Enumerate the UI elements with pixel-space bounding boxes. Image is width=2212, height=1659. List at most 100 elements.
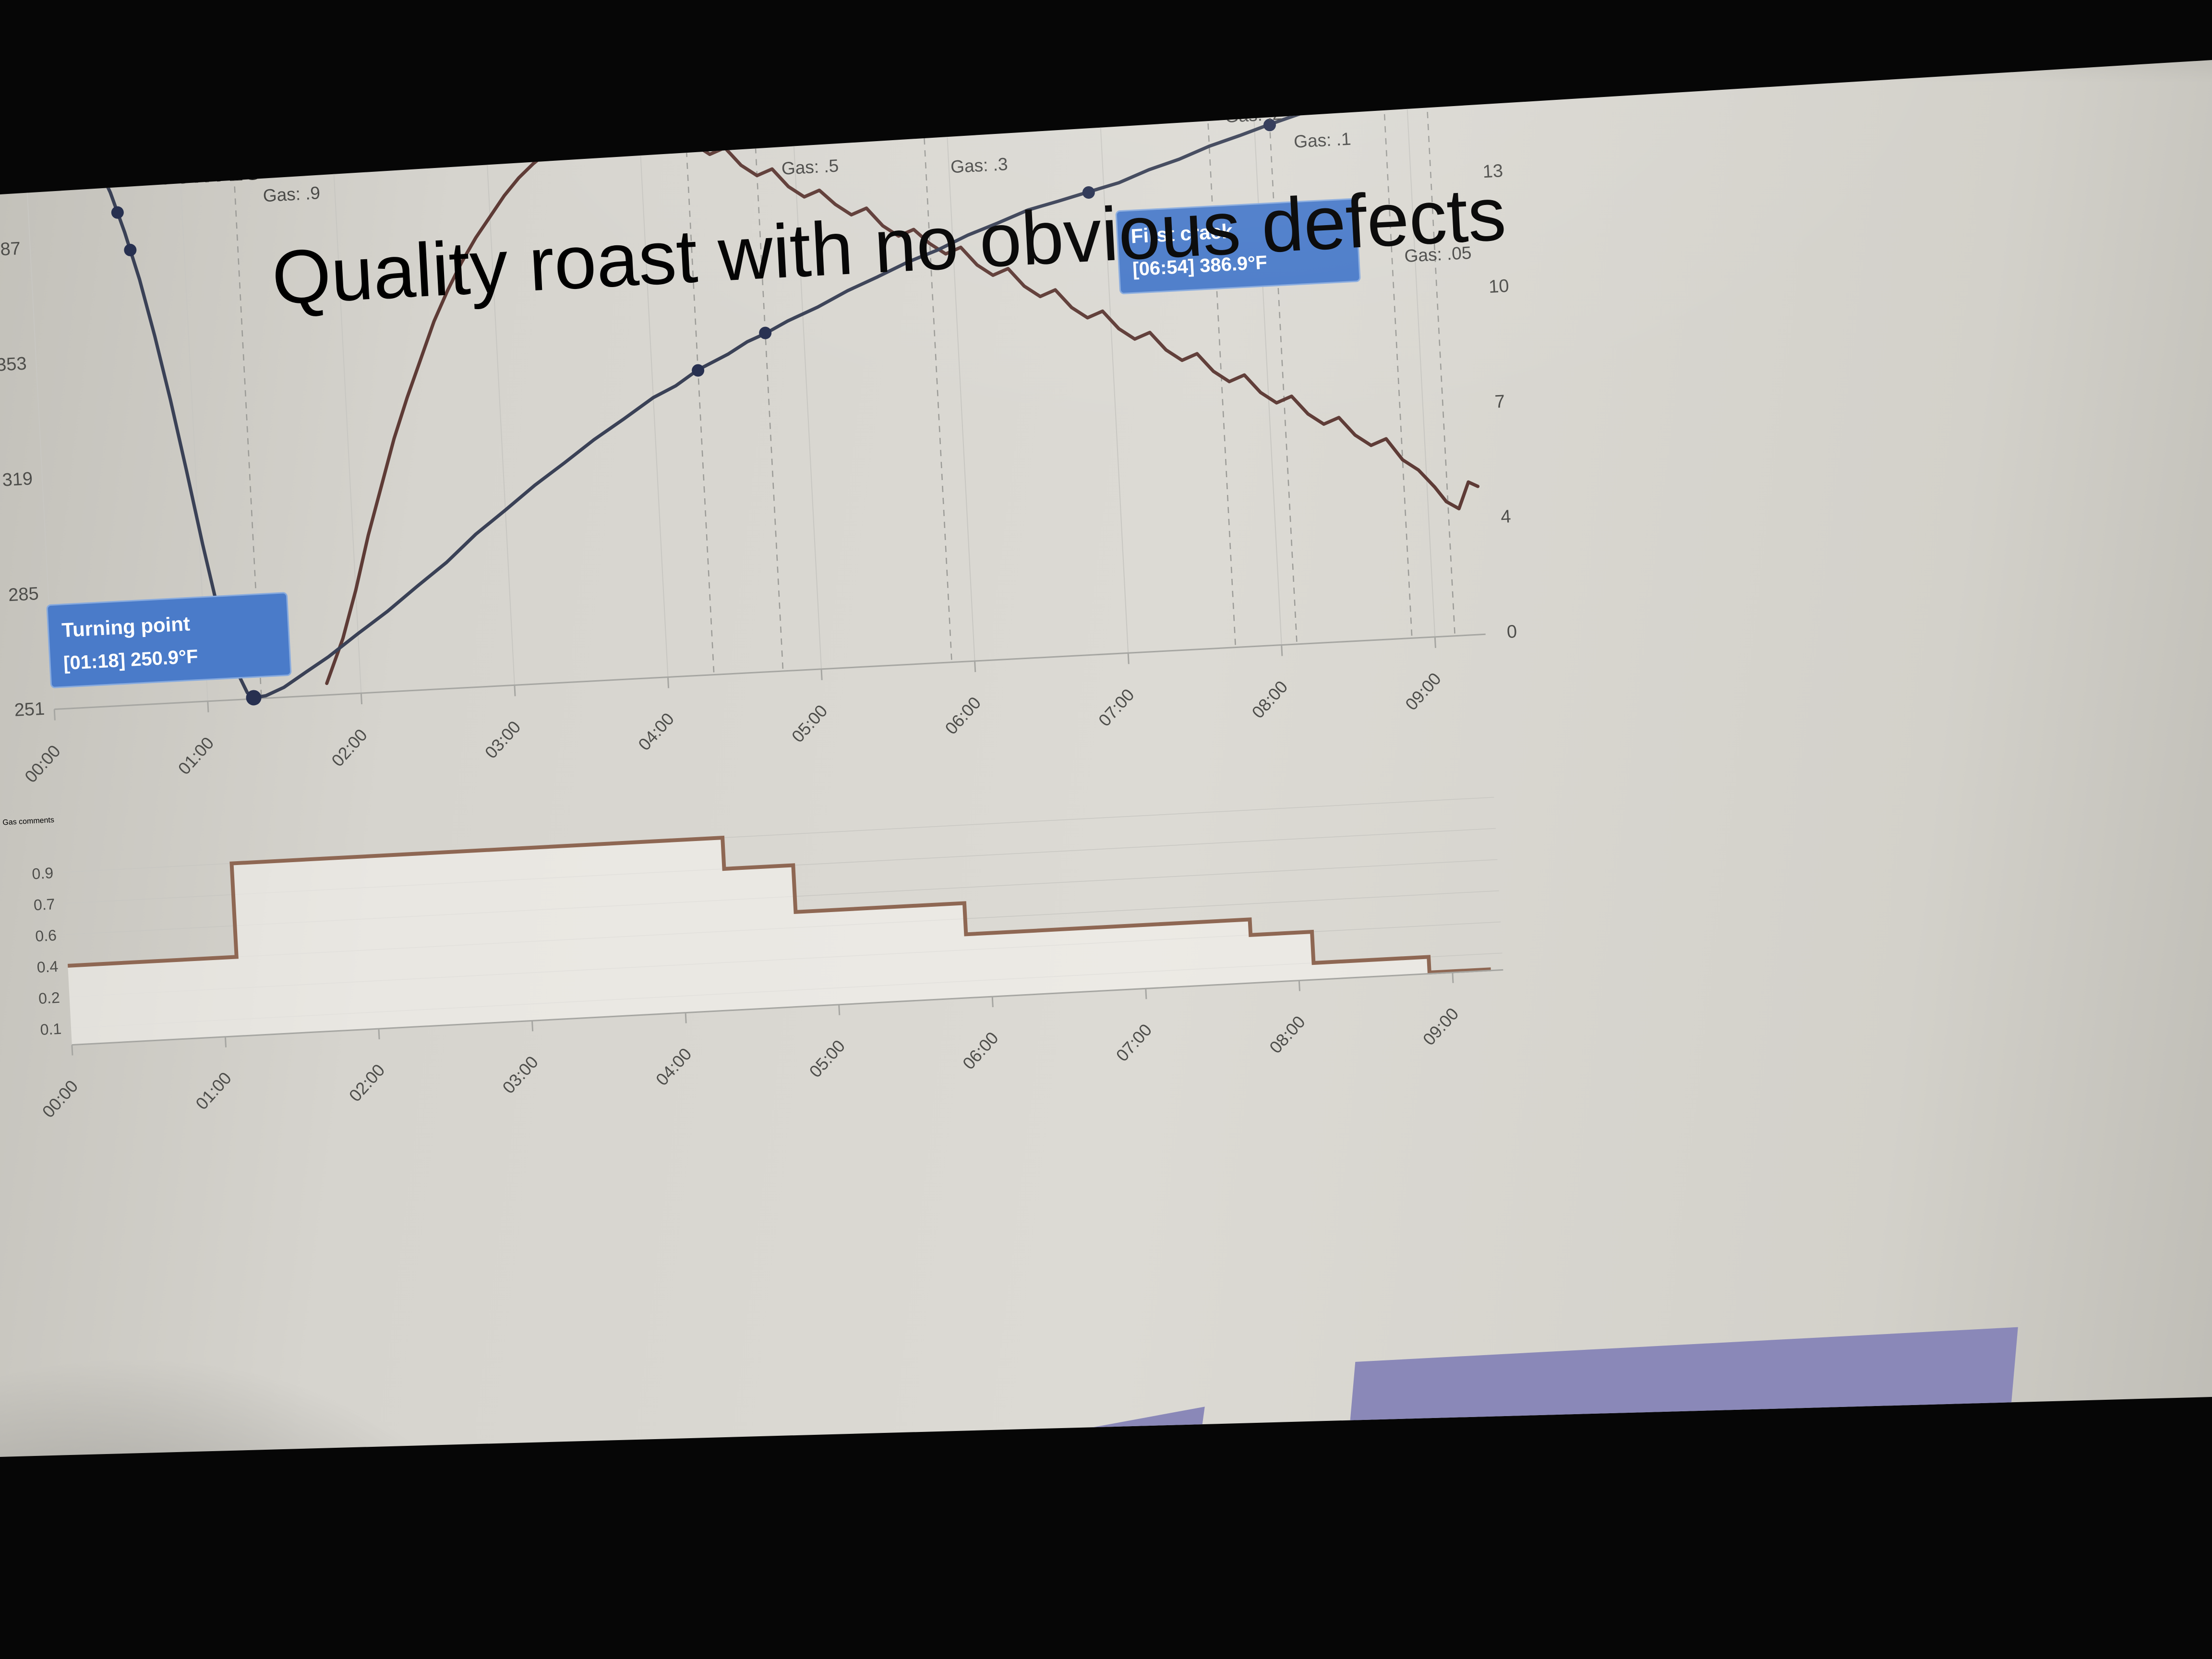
gas-time-axis-label: 03:00 xyxy=(498,1052,542,1097)
gas-time-axis-label: 02:00 xyxy=(345,1060,389,1105)
gas-axis-label: 0.2 xyxy=(38,989,60,1007)
time-axis-tick xyxy=(1127,653,1130,664)
callout-box xyxy=(1115,198,1361,294)
event-marker-dot xyxy=(692,364,705,377)
event-marker-dot xyxy=(124,243,137,256)
temp-axis-label: 387 xyxy=(0,239,21,260)
rate-of-rise-curve xyxy=(325,110,1480,685)
gas-annotation-text: Gas: .9 xyxy=(263,183,321,205)
gas-annotation: Gas: .2 xyxy=(1224,104,1282,126)
end-tail xyxy=(1427,69,1459,76)
gas-step-line xyxy=(67,835,1491,975)
gas-annotation-text: Gas: .2 xyxy=(1224,104,1282,126)
minute-gridline xyxy=(1250,63,1282,645)
gas-comments-chart: 0.9 0.7 0.6 0.4 0.2 0.1 00:00 01:00 02:00 03:00 04… xyxy=(32,797,1503,1121)
ror-axis-label: 13 xyxy=(1482,161,1503,182)
event-marker-dot xyxy=(1419,61,1431,74)
title-underline xyxy=(0,0,2172,59)
gas-time-axis-label: 08:00 xyxy=(1265,1012,1309,1057)
gas-axis-label: 0.1 xyxy=(40,1020,62,1038)
gas-time-axis-label: 07:00 xyxy=(1112,1020,1156,1065)
minute-gridline xyxy=(790,87,822,669)
gas-annotation: Gas: .1 xyxy=(1293,129,1351,152)
gas-time-axis-label: 00:00 xyxy=(38,1076,82,1121)
time-axis xyxy=(54,633,1486,710)
gas-step-area xyxy=(68,838,1491,1045)
gas-event-line xyxy=(1381,66,1413,637)
temp-axis-label: 319 xyxy=(2,469,34,490)
event-marker-dot xyxy=(111,206,124,219)
gas-annotation-text: Gas: .4 xyxy=(103,133,161,156)
event-marker-dot xyxy=(246,690,262,706)
event-marker-dot xyxy=(1082,186,1095,199)
time-axis-tick xyxy=(53,709,56,721)
gas-time-axis-label: 06:00 xyxy=(959,1028,1002,1073)
gas-time-axis-tick xyxy=(224,1036,227,1047)
event-marker-dot xyxy=(1263,119,1276,132)
ror-axis-label: 0 xyxy=(1506,622,1517,642)
gas-annotation-text: Gas: .3 xyxy=(950,154,1008,177)
callout-first-crack: First crack[06:54] 386.9°F xyxy=(1115,198,1361,294)
ror-axis-label: 10 xyxy=(1488,276,1509,297)
gas-event-line xyxy=(683,103,715,673)
temp-axis-label: 421 xyxy=(0,123,15,145)
bean-temp-curve xyxy=(68,60,1457,699)
time-axis-label: 07:00 xyxy=(1094,685,1138,730)
gas-annotation: Gas: .9 xyxy=(263,183,321,205)
minute-gridline xyxy=(1404,60,1436,637)
time-axis-label: 02:00 xyxy=(327,725,371,770)
time-axis-label: 06:00 xyxy=(941,693,985,738)
ror-axis-label: 7 xyxy=(1494,392,1505,412)
gas-event-line xyxy=(921,90,952,661)
gas-event-line xyxy=(1205,75,1236,646)
temp-axis-label: 353 xyxy=(0,354,27,375)
gas-annotation: Gas: .5 xyxy=(781,156,839,179)
gas-time-axis-label: 05:00 xyxy=(805,1036,849,1081)
gas-axis-label: 0.6 xyxy=(35,926,57,945)
callout-title: First crack xyxy=(1130,219,1233,247)
callout-turning-point: Turning point[01:18] 250.9°F xyxy=(46,592,292,688)
gas-annotation-text: Gas: .1 xyxy=(1293,129,1351,152)
gas-annotation: Gas: .7 xyxy=(708,119,766,141)
callout-box xyxy=(46,592,292,688)
gas-annotation: Gas: .05 xyxy=(1404,243,1472,266)
minute-gridline xyxy=(944,79,975,661)
gas-annotation-text: Gas: .5 xyxy=(781,156,839,179)
temp-axis-label: 251 xyxy=(14,699,46,721)
gas-axis-label: 0.4 xyxy=(36,958,59,976)
gas-axis-label: 0.7 xyxy=(33,895,55,914)
gas-time-axis-tick xyxy=(531,1021,534,1032)
gas-time-axis-label: 04:00 xyxy=(652,1044,696,1089)
temp-axis-label: 285 xyxy=(8,584,39,605)
time-axis-label: 09:00 xyxy=(1401,669,1445,714)
gas-event-line xyxy=(1266,72,1298,643)
gas-time-axis-label: 01:00 xyxy=(192,1068,235,1113)
time-axis-label: 03:00 xyxy=(481,717,525,762)
gas-annotation-text: Gas: .7 xyxy=(708,119,766,141)
time-axis-label: 00:00 xyxy=(21,741,64,786)
gas-annotation-text: Airflow: 60 xyxy=(104,156,188,180)
gas-event-line xyxy=(1424,64,1455,635)
time-axis-label: 01:00 xyxy=(174,733,218,778)
minute-gridline xyxy=(637,96,669,677)
time-axis-label: 08:00 xyxy=(1248,677,1292,722)
time-axis-label: 05:00 xyxy=(788,701,831,746)
gas-time-axis-tick xyxy=(838,1004,841,1015)
gas-time-axis-tick xyxy=(991,997,994,1008)
gas-time-axis xyxy=(72,969,1503,1046)
minute-gridline xyxy=(1097,71,1129,653)
event-marker-dot xyxy=(759,326,772,339)
minute-gridline xyxy=(483,103,515,685)
gas-event-line xyxy=(752,99,784,670)
ror-axis-label: 4 xyxy=(1500,506,1511,527)
gas-time-axis-tick xyxy=(685,1012,687,1023)
gas-time-axis-label: 09:00 xyxy=(1419,1004,1463,1049)
gas-axis-label: 0.9 xyxy=(32,864,54,882)
ror-axis-label: 17 xyxy=(1476,46,1497,67)
time-axis-tick xyxy=(820,669,823,680)
roast-profile-chart: 00:00 01:00 02:00 03:00 04:00 05:00 06:00 07:00… xyxy=(0,46,1517,786)
